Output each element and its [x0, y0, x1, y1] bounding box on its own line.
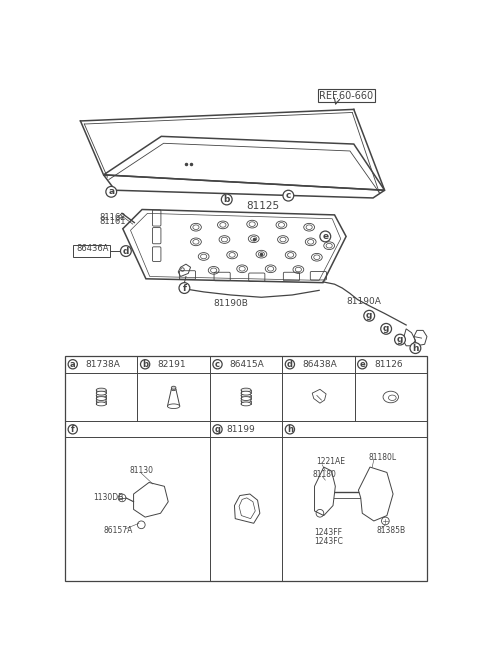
Text: 81190B: 81190B [213, 299, 248, 308]
Text: 81180: 81180 [312, 470, 336, 479]
Text: 81126: 81126 [374, 360, 403, 369]
Text: h: h [287, 425, 293, 434]
Circle shape [283, 190, 294, 201]
Text: d: d [287, 360, 293, 369]
Ellipse shape [96, 397, 106, 400]
Circle shape [285, 424, 295, 434]
Text: 81130: 81130 [129, 466, 153, 476]
Text: e: e [360, 360, 365, 369]
Ellipse shape [96, 391, 106, 395]
Ellipse shape [168, 404, 180, 409]
Ellipse shape [241, 391, 251, 395]
Circle shape [141, 360, 150, 369]
Circle shape [213, 424, 222, 434]
Text: a: a [70, 360, 75, 369]
Text: g: g [383, 324, 389, 333]
Bar [65, 356, 427, 582]
Text: 1243FC: 1243FC [314, 537, 343, 546]
Ellipse shape [171, 386, 176, 389]
Circle shape [285, 360, 295, 369]
Circle shape [213, 360, 222, 369]
Circle shape [395, 334, 406, 345]
Text: b: b [224, 195, 230, 204]
Text: 1130DB: 1130DB [93, 493, 123, 502]
Circle shape [364, 310, 374, 321]
Ellipse shape [241, 399, 251, 403]
Circle shape [320, 231, 331, 242]
Text: 81199: 81199 [227, 425, 255, 434]
Circle shape [358, 360, 367, 369]
Ellipse shape [171, 388, 176, 390]
Text: 86415A: 86415A [230, 360, 264, 369]
Text: 1243FF: 1243FF [314, 528, 343, 537]
Ellipse shape [241, 388, 251, 392]
Text: REF.60-660: REF.60-660 [319, 90, 373, 100]
Text: h: h [412, 344, 419, 352]
Text: b: b [142, 360, 148, 369]
Text: g: g [397, 335, 403, 344]
Ellipse shape [96, 402, 106, 406]
Text: c: c [286, 191, 291, 200]
Text: a: a [108, 187, 114, 196]
Text: 81738A: 81738A [85, 360, 120, 369]
Text: 81161: 81161 [100, 217, 126, 227]
Circle shape [179, 283, 190, 293]
Ellipse shape [96, 388, 106, 392]
Text: 81190A: 81190A [346, 297, 381, 307]
Text: 86438A: 86438A [302, 360, 337, 369]
Ellipse shape [96, 394, 106, 398]
Text: 1221AE: 1221AE [316, 457, 345, 466]
Circle shape [221, 194, 232, 205]
Text: 81385B: 81385B [376, 527, 405, 536]
Text: f: f [71, 425, 74, 434]
Ellipse shape [241, 402, 251, 406]
Text: f: f [182, 284, 186, 293]
Text: 81125: 81125 [246, 200, 279, 211]
Ellipse shape [241, 394, 251, 398]
Text: 86436A: 86436A [77, 244, 109, 252]
Ellipse shape [96, 399, 106, 403]
Text: e: e [322, 232, 328, 241]
Text: 82191: 82191 [157, 360, 186, 369]
Circle shape [68, 360, 77, 369]
Text: 81180L: 81180L [369, 453, 396, 462]
Circle shape [410, 343, 421, 354]
Bar [73, 245, 110, 257]
Text: g: g [366, 311, 372, 320]
Text: 81162: 81162 [100, 213, 126, 221]
Text: d: d [123, 246, 129, 255]
Text: c: c [215, 360, 220, 369]
Ellipse shape [241, 397, 251, 400]
Circle shape [106, 187, 117, 197]
Circle shape [68, 424, 77, 434]
Circle shape [381, 324, 392, 334]
Text: 86157A: 86157A [104, 527, 133, 536]
Text: g: g [215, 425, 220, 434]
Circle shape [120, 246, 131, 257]
